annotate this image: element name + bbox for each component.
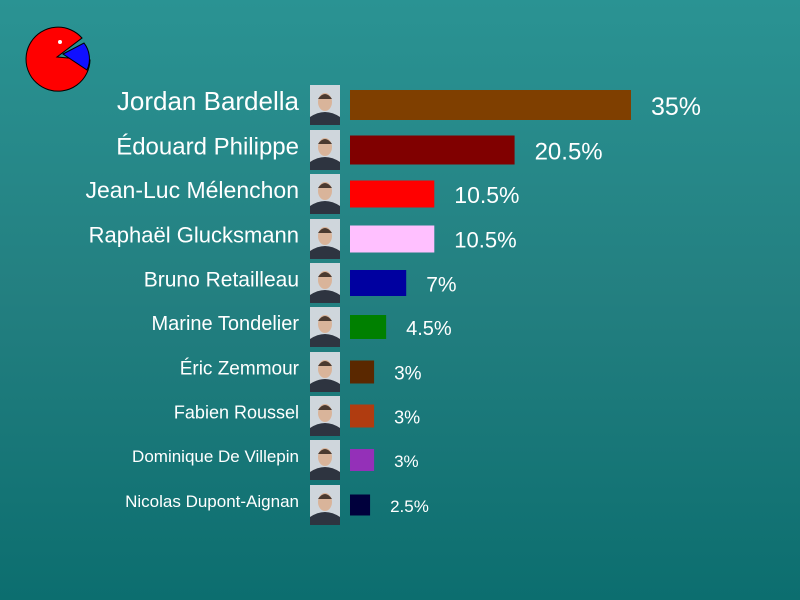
value-label: 7%: [426, 273, 456, 296]
bar: [350, 180, 435, 208]
category-label: Raphaël Glucksmann: [89, 223, 299, 248]
bar: [350, 135, 515, 165]
candidate-portrait-icon: [310, 396, 340, 436]
bar: [350, 90, 631, 120]
bar: [350, 360, 375, 384]
value-label: 2.5%: [390, 497, 429, 516]
bar: [350, 449, 375, 471]
category-label: Édouard Philippe: [116, 133, 299, 160]
category-label: Dominique De Villepin: [132, 447, 299, 466]
candidate-portrait-icon: [310, 174, 340, 214]
value-label: 10.5%: [454, 182, 519, 208]
bar: [350, 315, 387, 339]
candidate-portrait-icon: [310, 85, 340, 125]
pie-chart-icon: [25, 26, 91, 92]
candidate-portrait-icon: [310, 130, 340, 170]
bar: [350, 270, 407, 296]
category-label: Marine Tondelier: [152, 313, 300, 335]
value-label: 4.5%: [406, 318, 452, 340]
value-label: 35%: [651, 93, 701, 121]
candidate-portrait-icon: [310, 263, 340, 303]
bar: [350, 494, 371, 516]
category-label: Jean-Luc Mélenchon: [85, 177, 299, 203]
category-label: Bruno Retailleau: [144, 268, 299, 291]
value-label: 20.5%: [535, 138, 603, 165]
candidate-portrait-icon: [310, 440, 340, 480]
candidate-portrait-icon: [310, 307, 340, 347]
candidate-portrait-icon: [310, 485, 340, 525]
value-label: 10.5%: [454, 228, 516, 253]
value-label: 3%: [394, 407, 420, 427]
category-label: Nicolas Dupont-Aignan: [125, 492, 299, 511]
bar: [350, 404, 375, 428]
bar: [350, 225, 435, 253]
candidate-portrait-icon: [310, 352, 340, 392]
candidate-portrait-icon: [310, 219, 340, 259]
value-label: 3%: [394, 364, 422, 385]
category-label: Éric Zemmour: [180, 359, 300, 380]
category-label: Jordan Bardella: [117, 86, 300, 116]
category-label: Fabien Roussel: [174, 402, 299, 422]
value-label: 3%: [394, 452, 419, 471]
